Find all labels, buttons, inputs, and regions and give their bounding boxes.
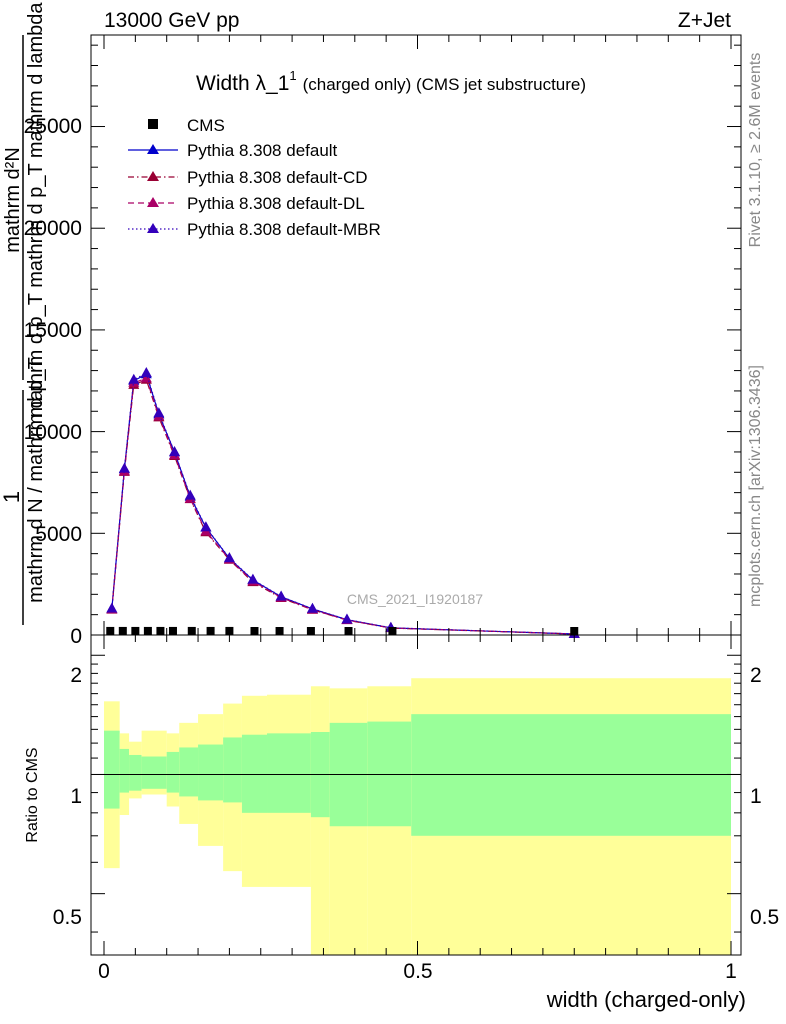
legend-label: CMS <box>187 116 225 135</box>
series-line-dl <box>111 377 575 635</box>
series-point-mbr <box>341 613 353 624</box>
series-line-mbr <box>111 372 575 635</box>
ratio-y-tick-label-right: 2 <box>750 664 762 687</box>
x-tick-label: 0.5 <box>403 960 432 983</box>
series-point-mbr <box>118 462 130 473</box>
cms-point <box>388 627 397 635</box>
cms-point <box>250 627 259 635</box>
main-y-tick-label: 25000 <box>24 115 82 138</box>
plot-title: Width λ_11 (charged only) (CMS jet substr… <box>196 68 586 95</box>
series-point-mbr <box>140 367 152 378</box>
cms-point <box>106 626 115 635</box>
series-point-mbr <box>169 445 181 456</box>
main-y-label-top: mathrm d²N <box>2 147 24 253</box>
mcplots-label: mcplots.cern.ch [arXiv:1306.3436] <box>747 365 764 607</box>
legend-label: Pythia 8.308 default-CD <box>187 168 368 187</box>
main-y-tick-label: 20000 <box>24 217 82 240</box>
series-point-mbr <box>275 590 287 601</box>
cms-point <box>156 626 165 635</box>
ratio-band-inner <box>411 714 731 836</box>
header-right-label: Z+Jet <box>678 9 731 32</box>
cms-point <box>206 626 215 635</box>
legend-label: Pythia 8.308 default-MBR <box>187 220 381 239</box>
series-point-mbr <box>128 373 140 384</box>
series-line-cd <box>111 378 575 635</box>
ratio-y-tick-labels-left: 0.5 1 2 <box>53 664 82 929</box>
ratio-y-axis-label: Ratio to CMS <box>24 747 41 842</box>
x-tick-label: 0 <box>98 960 110 983</box>
series-point-dl <box>140 372 152 383</box>
cms-point <box>143 626 152 635</box>
ratio-band-inner <box>241 734 268 813</box>
ratio-y-tick-labels-right: 0.5 1 2 <box>750 664 779 929</box>
ratio-band-inner <box>129 754 142 791</box>
main-y-label-bottom: mathrm d p_T mathrm d p_T mathrm d lambd… <box>25 2 47 418</box>
header-left-label: 13000 GeV pp <box>104 9 239 32</box>
ratio-band-inner <box>166 751 180 793</box>
main-y-tick-label: 10000 <box>24 421 82 444</box>
x-tick-labels: 0 0.5 1 <box>98 960 737 983</box>
ratio-uncertainty-bands <box>104 678 731 955</box>
cms-point <box>187 626 196 635</box>
ratio-band-inner <box>179 747 199 797</box>
cms-point <box>275 627 284 635</box>
main-y-tick-label: 0 <box>70 625 82 648</box>
ratio-band-inner <box>198 744 224 801</box>
ratio-plot-frame <box>90 634 742 956</box>
cms-point <box>118 626 127 635</box>
x-tick-label: 1 <box>725 960 737 983</box>
ratio-band-inner <box>119 748 130 793</box>
analysis-watermark: CMS_2021_I1920187 <box>347 591 483 607</box>
ratio-y-tick-label-right: 1 <box>750 785 762 808</box>
rivet-version-label: Rivet 3.1.10, ≥ 2.6M events <box>747 53 764 248</box>
main-y-axis-label: 1 mathrm d N / mathrm d p_T mathrm d²N m… <box>0 2 47 625</box>
title-suffix: (charged only) (CMS jet substructure) <box>303 75 586 94</box>
axis-ticks <box>91 35 741 955</box>
ratio-y-tick-label-right: 0.5 <box>750 906 779 929</box>
cms-point <box>168 626 177 635</box>
ratio-band-inner <box>267 733 311 813</box>
ratio-band-inner <box>367 721 412 827</box>
legend-marker-cms <box>148 119 158 129</box>
title-main: Width λ_1 <box>196 72 289 95</box>
series-point-mbr <box>106 602 118 613</box>
legend: CMS Pythia 8.308 default Pythia 8.308 de… <box>128 116 381 239</box>
title-superscript: 1 <box>289 68 296 83</box>
series-line-default <box>111 373 575 635</box>
main-y-tick-label: 15000 <box>24 319 82 342</box>
ratio-y-tick-label: 0.5 <box>53 906 82 929</box>
ratio-band-outer <box>310 686 330 955</box>
ratio-band-inner <box>141 756 167 789</box>
legend-marker-cd <box>147 171 159 181</box>
series-layer <box>106 367 580 638</box>
series-point-mbr <box>153 407 165 418</box>
series-point-mbr <box>306 602 318 613</box>
series-point-mbr <box>223 552 235 563</box>
series-point-mbr <box>184 489 196 500</box>
cms-point <box>306 627 315 635</box>
cms-point <box>344 627 353 635</box>
series-point-mbr <box>247 573 259 584</box>
main-y-label-prefix-bottom: mathrm d N / mathrm d p_T <box>25 357 47 603</box>
legend-marker-dl <box>147 197 159 207</box>
main-y-tick-label: 5000 <box>35 523 82 546</box>
x-axis-label: width (charged-only) <box>546 987 746 1012</box>
series-point-mbr <box>200 521 212 532</box>
legend-marker-default <box>147 144 159 154</box>
main-y-label-prefix-top: 1 <box>0 491 24 503</box>
cms-data-points <box>106 626 579 635</box>
legend-label: Pythia 8.308 default <box>187 141 338 160</box>
ratio-band-inner <box>223 737 242 803</box>
legend-label: Pythia 8.308 default-DL <box>187 194 365 213</box>
ratio-y-tick-label: 1 <box>70 785 82 808</box>
ratio-band-inner <box>104 730 120 809</box>
legend-marker-mbr <box>147 223 159 233</box>
ratio-y-tick-label: 2 <box>70 664 82 687</box>
main-y-tick-labels: 0 5000 10000 15000 20000 25000 <box>24 115 82 648</box>
